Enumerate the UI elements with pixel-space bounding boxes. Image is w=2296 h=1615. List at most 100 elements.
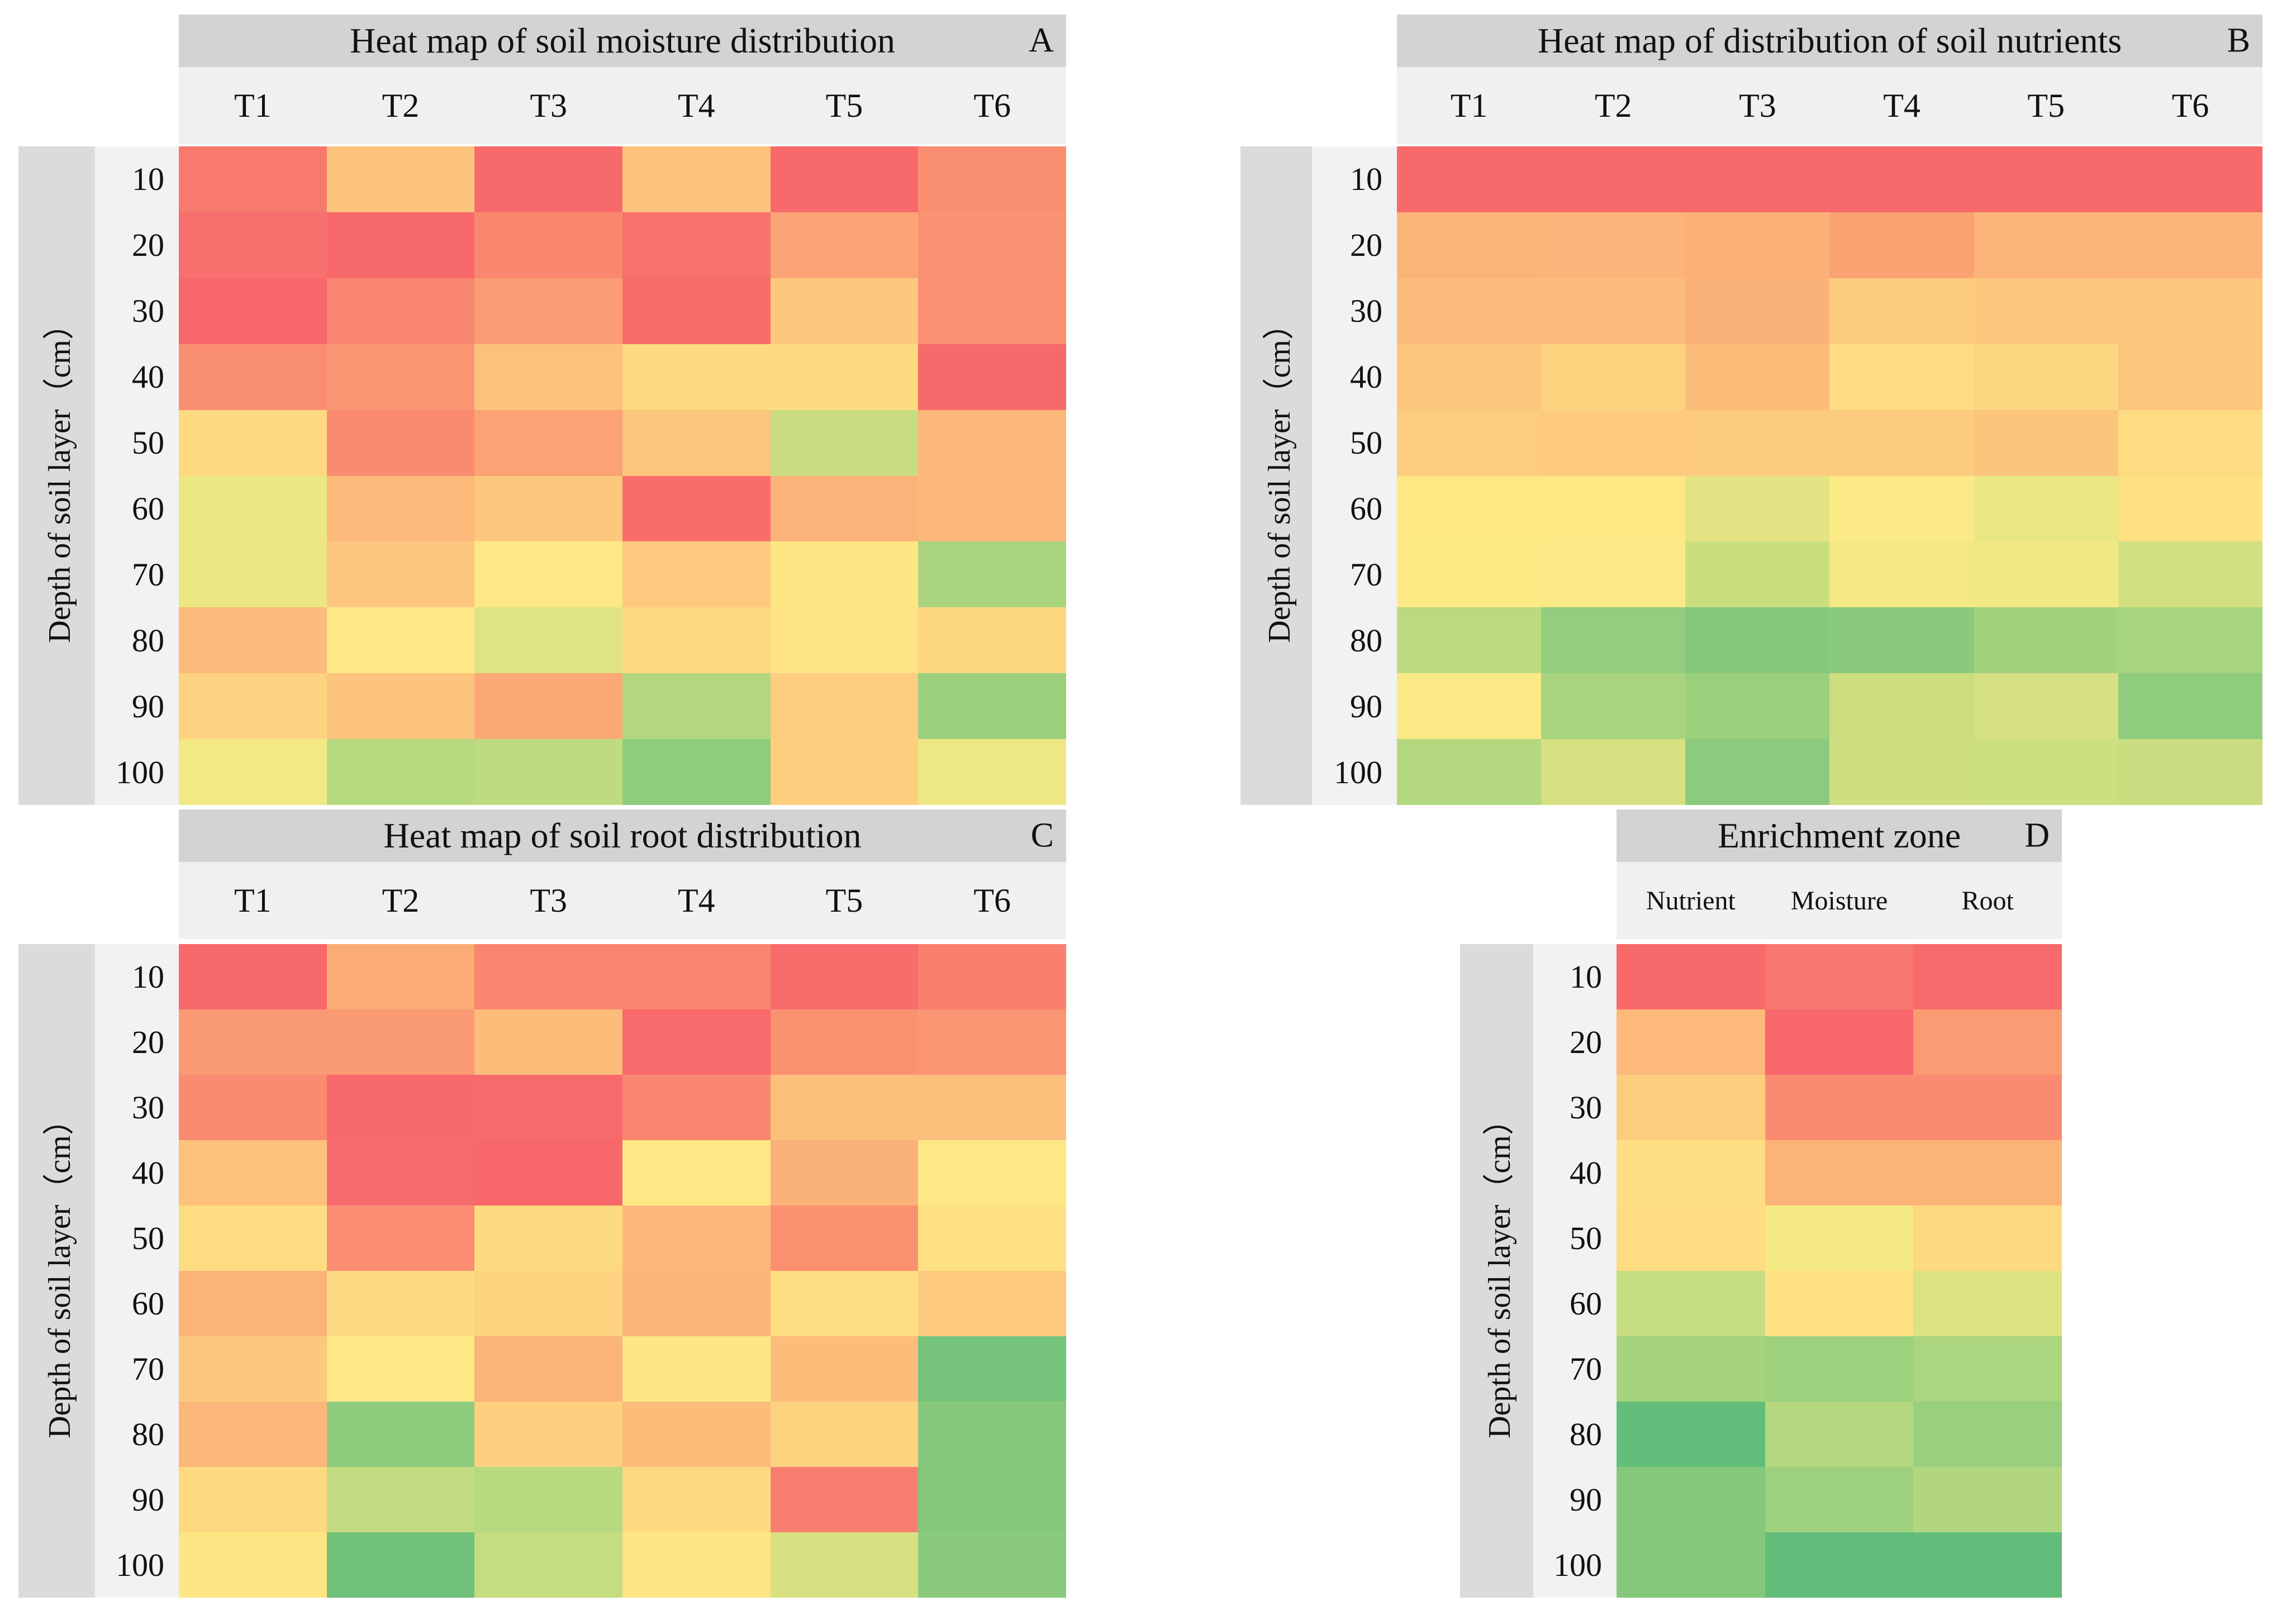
heatmap-cell bbox=[770, 1467, 919, 1532]
heatmap-cell bbox=[1765, 944, 1914, 1009]
heatmap-cell bbox=[1829, 409, 1974, 476]
column-header: T4 bbox=[677, 87, 715, 124]
heatmap-cell bbox=[770, 1532, 919, 1598]
heatmap-cell bbox=[2118, 146, 2262, 212]
heatmap-cell bbox=[474, 607, 622, 674]
heatmap-cell bbox=[179, 475, 327, 542]
heatmap-cell bbox=[1913, 944, 2062, 1009]
row-label: 20 bbox=[1570, 1024, 1602, 1060]
heatmap-cell bbox=[622, 212, 771, 278]
heatmap-cell bbox=[474, 1532, 622, 1598]
heatmap-cell bbox=[622, 1140, 771, 1206]
row-label: 70 bbox=[132, 1351, 164, 1387]
heatmap-cell bbox=[1617, 1532, 1765, 1598]
row-label: 50 bbox=[132, 425, 164, 461]
heatmap-cell bbox=[770, 409, 919, 476]
heatmap-cell bbox=[622, 1402, 771, 1467]
heatmap-cell bbox=[918, 607, 1066, 674]
row-label: 60 bbox=[1570, 1285, 1602, 1322]
heatmap-cell bbox=[1617, 1271, 1765, 1336]
heatmap-cell bbox=[1913, 1402, 2062, 1467]
heatmap-cell bbox=[1765, 1075, 1914, 1140]
heatmap-cell bbox=[326, 1467, 475, 1532]
row-label: 10 bbox=[132, 161, 164, 198]
row-label: 80 bbox=[132, 622, 164, 659]
heatmap-cell bbox=[1685, 212, 1830, 278]
heatmap-cell bbox=[326, 944, 475, 1009]
heatmap-cell bbox=[474, 475, 622, 542]
column-header: T5 bbox=[2027, 87, 2065, 124]
heatmap-cell bbox=[918, 1206, 1066, 1271]
heatmap-cell bbox=[326, 1206, 475, 1271]
heatmap-cell bbox=[326, 1336, 475, 1402]
heatmap-cell bbox=[622, 1075, 771, 1140]
heatmap-cell bbox=[622, 1532, 771, 1598]
column-headers: T1 T2 T3 T4 T5 T6 bbox=[179, 862, 1066, 939]
heatmap-cell bbox=[1685, 344, 1830, 410]
column-headers: T1 T2 T3 T4 T5 T6 bbox=[179, 67, 1066, 144]
heatmap-cell bbox=[770, 1009, 919, 1075]
heatmap-cell bbox=[622, 944, 771, 1009]
row-label: 50 bbox=[132, 1220, 164, 1256]
heatmap-cell bbox=[2118, 739, 2262, 805]
panel-title: Heat map of soil root distribution bbox=[383, 816, 862, 855]
heatmap-cell bbox=[179, 409, 327, 476]
column-header: Moisture bbox=[1790, 885, 1888, 916]
panel-title-bar: Heat map of distribution of soil nutrien… bbox=[1397, 15, 2262, 67]
heatmap-cell bbox=[1765, 1402, 1914, 1467]
row-label: 60 bbox=[1350, 490, 1382, 527]
heatmap-cell bbox=[179, 1009, 327, 1075]
heatmap-cell bbox=[1765, 1140, 1914, 1206]
heatmap-grid bbox=[179, 146, 1066, 805]
heatmap-cell bbox=[326, 475, 475, 542]
heatmap-cell bbox=[1685, 607, 1830, 674]
heatmap-cell bbox=[1541, 278, 1686, 344]
heatmap-grid bbox=[1617, 944, 2062, 1598]
heatmap-cell bbox=[1541, 673, 1686, 740]
heatmap-grid bbox=[179, 944, 1066, 1598]
heatmap-cell bbox=[179, 541, 327, 608]
heatmap-cell bbox=[1913, 1009, 2062, 1075]
panel-title-bar: Heat map of soil root distribution C bbox=[179, 809, 1066, 862]
column-header: T6 bbox=[973, 882, 1011, 919]
heatmap-cell bbox=[179, 607, 327, 674]
heatmap-cell bbox=[474, 1271, 622, 1336]
row-label: 30 bbox=[1350, 293, 1382, 330]
row-label: 80 bbox=[1350, 622, 1382, 659]
heatmap-cell bbox=[326, 1140, 475, 1206]
heatmap-cell bbox=[918, 739, 1066, 805]
heatmap-cell bbox=[1913, 1075, 2062, 1140]
row-label: 20 bbox=[132, 1024, 164, 1060]
heatmap-cell bbox=[179, 1532, 327, 1598]
row-label: 90 bbox=[1570, 1481, 1602, 1518]
heatmap-cell bbox=[918, 1402, 1066, 1467]
row-label: 30 bbox=[132, 293, 164, 330]
row-labels: 10 20 30 40 50 60 70 80 90 100 bbox=[1533, 944, 1617, 1598]
heatmap-cell bbox=[326, 673, 475, 740]
y-axis-label-text: Depth of soil layer（cm） bbox=[1482, 1103, 1517, 1438]
column-header: T6 bbox=[2171, 87, 2209, 124]
heatmap-cell bbox=[474, 1075, 622, 1140]
heatmap-cell bbox=[1829, 673, 1974, 740]
y-axis-label-text: Depth of soil layer（cm） bbox=[42, 308, 77, 643]
heatmap-cell bbox=[918, 409, 1066, 476]
heatmap-cell bbox=[326, 739, 475, 805]
heatmap-cell bbox=[1685, 541, 1830, 608]
heatmap-cell bbox=[474, 944, 622, 1009]
heatmap-cell bbox=[1617, 1009, 1765, 1075]
heatmap-cell bbox=[1765, 1467, 1914, 1532]
heatmap-cell bbox=[1617, 1467, 1765, 1532]
heatmap-cell bbox=[770, 607, 919, 674]
panel-title: Heat map of soil moisture distribution bbox=[350, 21, 895, 60]
heatmap-cell bbox=[770, 739, 919, 805]
heatmap-cell bbox=[918, 146, 1066, 212]
heatmap-cell bbox=[770, 1140, 919, 1206]
panel-title-bar: Enrichment zone D bbox=[1617, 809, 2062, 862]
row-label: 40 bbox=[132, 1155, 164, 1191]
heatmap-cell bbox=[622, 1336, 771, 1402]
heatmap-cell bbox=[918, 278, 1066, 344]
heatmap-cell bbox=[1974, 212, 2118, 278]
heatmap-cell bbox=[770, 278, 919, 344]
heatmap-cell bbox=[770, 146, 919, 212]
heatmap-cell bbox=[1397, 212, 1542, 278]
